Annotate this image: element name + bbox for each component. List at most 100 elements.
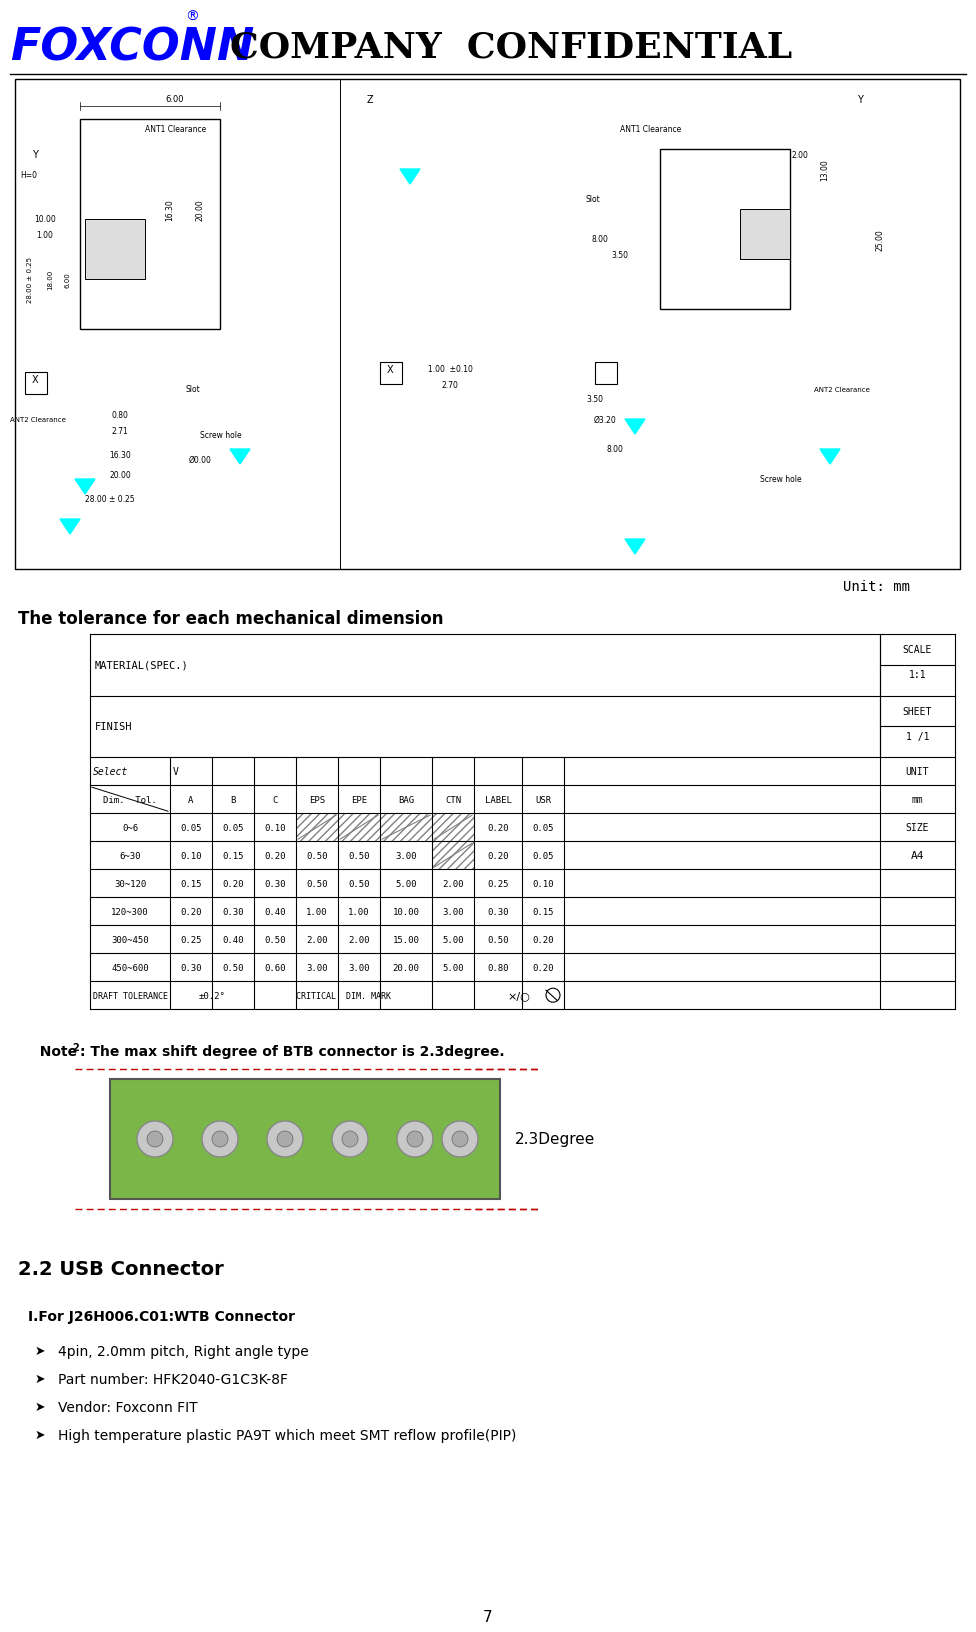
Text: 8.00: 8.00 (606, 446, 624, 454)
Text: Note: Note (30, 1044, 77, 1059)
Text: 28.00 ± 0.25: 28.00 ± 0.25 (85, 494, 135, 504)
Circle shape (277, 1131, 293, 1147)
Text: 0.20: 0.20 (487, 823, 508, 832)
Text: CRITICAL  DIM. MARK: CRITICAL DIM. MARK (296, 991, 390, 1000)
Text: 0.50: 0.50 (348, 880, 370, 888)
Text: ANT2 Clearance: ANT2 Clearance (10, 416, 65, 423)
Text: ANT2 Clearance: ANT2 Clearance (814, 387, 870, 393)
Bar (15, 80, 960, 570)
Bar (740, 211, 790, 259)
Text: 2.00: 2.00 (306, 935, 328, 945)
Text: 15.00: 15.00 (392, 935, 420, 945)
Text: 0.40: 0.40 (223, 935, 244, 945)
Text: COMPANY  CONFIDENTIAL: COMPANY CONFIDENTIAL (230, 31, 793, 65)
Text: SHEET: SHEET (903, 707, 932, 716)
Text: 6.00: 6.00 (166, 95, 184, 104)
Circle shape (212, 1131, 228, 1147)
Text: ANT1 Clearance: ANT1 Clearance (145, 126, 206, 134)
Bar (432, 842, 474, 870)
Text: 3.00: 3.00 (348, 963, 370, 973)
Text: 0.60: 0.60 (264, 963, 286, 973)
Text: 3.00: 3.00 (442, 907, 464, 916)
Text: 16.30: 16.30 (109, 450, 131, 459)
Text: 0.50: 0.50 (264, 935, 286, 945)
Text: 6.00: 6.00 (64, 273, 70, 287)
Text: 28.00 ± 0.25: 28.00 ± 0.25 (27, 256, 33, 304)
Polygon shape (625, 540, 645, 555)
Text: 0.50: 0.50 (348, 852, 370, 860)
Bar (432, 814, 474, 842)
Text: B: B (230, 795, 235, 805)
Text: Ø3.20: Ø3.20 (593, 415, 617, 424)
Text: H=0: H=0 (20, 170, 37, 180)
Text: ANT1 Clearance: ANT1 Clearance (620, 126, 681, 134)
Text: 25.00: 25.00 (875, 228, 884, 251)
Circle shape (267, 1121, 303, 1157)
Bar (380, 362, 402, 385)
Bar (85, 220, 145, 279)
Text: 450~600: 450~600 (111, 963, 148, 973)
Text: EPE: EPE (351, 795, 367, 805)
Text: 10.00: 10.00 (34, 215, 56, 224)
Text: 1 /1: 1 /1 (906, 731, 929, 741)
Text: 0.05: 0.05 (532, 852, 553, 860)
Text: ➤: ➤ (35, 1373, 46, 1386)
Text: 2.2 USB Connector: 2.2 USB Connector (18, 1260, 224, 1278)
Text: 8.00: 8.00 (591, 235, 608, 245)
Text: Y: Y (32, 150, 38, 160)
Text: 1:1: 1:1 (909, 669, 926, 679)
Text: A4: A4 (911, 850, 924, 860)
Text: Y: Y (857, 95, 863, 104)
Text: 2.71: 2.71 (111, 428, 129, 436)
Text: 3.00: 3.00 (395, 852, 417, 860)
Text: 10.00: 10.00 (392, 907, 420, 916)
Text: Select: Select (93, 767, 128, 777)
Text: 0.50: 0.50 (306, 880, 328, 888)
Polygon shape (60, 519, 80, 535)
Text: ®: ® (185, 10, 199, 24)
Text: 16.30: 16.30 (166, 199, 175, 220)
Text: ±0.2°: ±0.2° (198, 991, 225, 1000)
Circle shape (342, 1131, 358, 1147)
Bar (25, 372, 47, 395)
Bar (380, 814, 432, 842)
Circle shape (407, 1131, 423, 1147)
Text: 1.00: 1.00 (36, 230, 54, 240)
Text: 0.50: 0.50 (306, 852, 328, 860)
Text: Vendor: Foxconn FIT: Vendor: Foxconn FIT (58, 1400, 197, 1415)
Text: C: C (272, 795, 278, 805)
Text: 0.50: 0.50 (223, 963, 244, 973)
Text: ➤: ➤ (35, 1345, 46, 1358)
Circle shape (442, 1121, 478, 1157)
Text: Ø0.00: Ø0.00 (188, 455, 212, 463)
Text: A: A (188, 795, 193, 805)
Text: Slot: Slot (586, 196, 600, 204)
Circle shape (137, 1121, 173, 1157)
Text: 2.00: 2.00 (792, 150, 808, 160)
Text: 1.00: 1.00 (348, 907, 370, 916)
Bar (110, 1079, 500, 1200)
Text: 0.15: 0.15 (181, 880, 202, 888)
Text: 0.15: 0.15 (532, 907, 553, 916)
Text: 0.20: 0.20 (223, 880, 244, 888)
Text: 4pin, 2.0mm pitch, Right angle type: 4pin, 2.0mm pitch, Right angle type (58, 1345, 308, 1358)
Circle shape (546, 989, 560, 1002)
Text: Screw hole: Screw hole (200, 431, 242, 439)
Text: 5.00: 5.00 (442, 935, 464, 945)
Text: SCALE: SCALE (903, 645, 932, 654)
Text: FOXCONN: FOXCONN (10, 26, 255, 70)
Bar (80, 119, 220, 330)
Text: 20.00: 20.00 (392, 963, 420, 973)
Text: 0.05: 0.05 (532, 823, 553, 832)
Text: 0.30: 0.30 (223, 907, 244, 916)
Bar (660, 150, 790, 310)
Text: Screw hole: Screw hole (760, 475, 801, 485)
Text: 0.30: 0.30 (181, 963, 202, 973)
Text: 0.30: 0.30 (487, 907, 508, 916)
Text: 1.00: 1.00 (306, 907, 328, 916)
Polygon shape (820, 450, 840, 465)
Text: 1.00  ±0.10: 1.00 ±0.10 (427, 366, 472, 374)
Text: ➤: ➤ (35, 1428, 46, 1441)
Text: Part number: HFK2040-G1C3K-8F: Part number: HFK2040-G1C3K-8F (58, 1373, 288, 1386)
Text: 0.20: 0.20 (532, 935, 553, 945)
